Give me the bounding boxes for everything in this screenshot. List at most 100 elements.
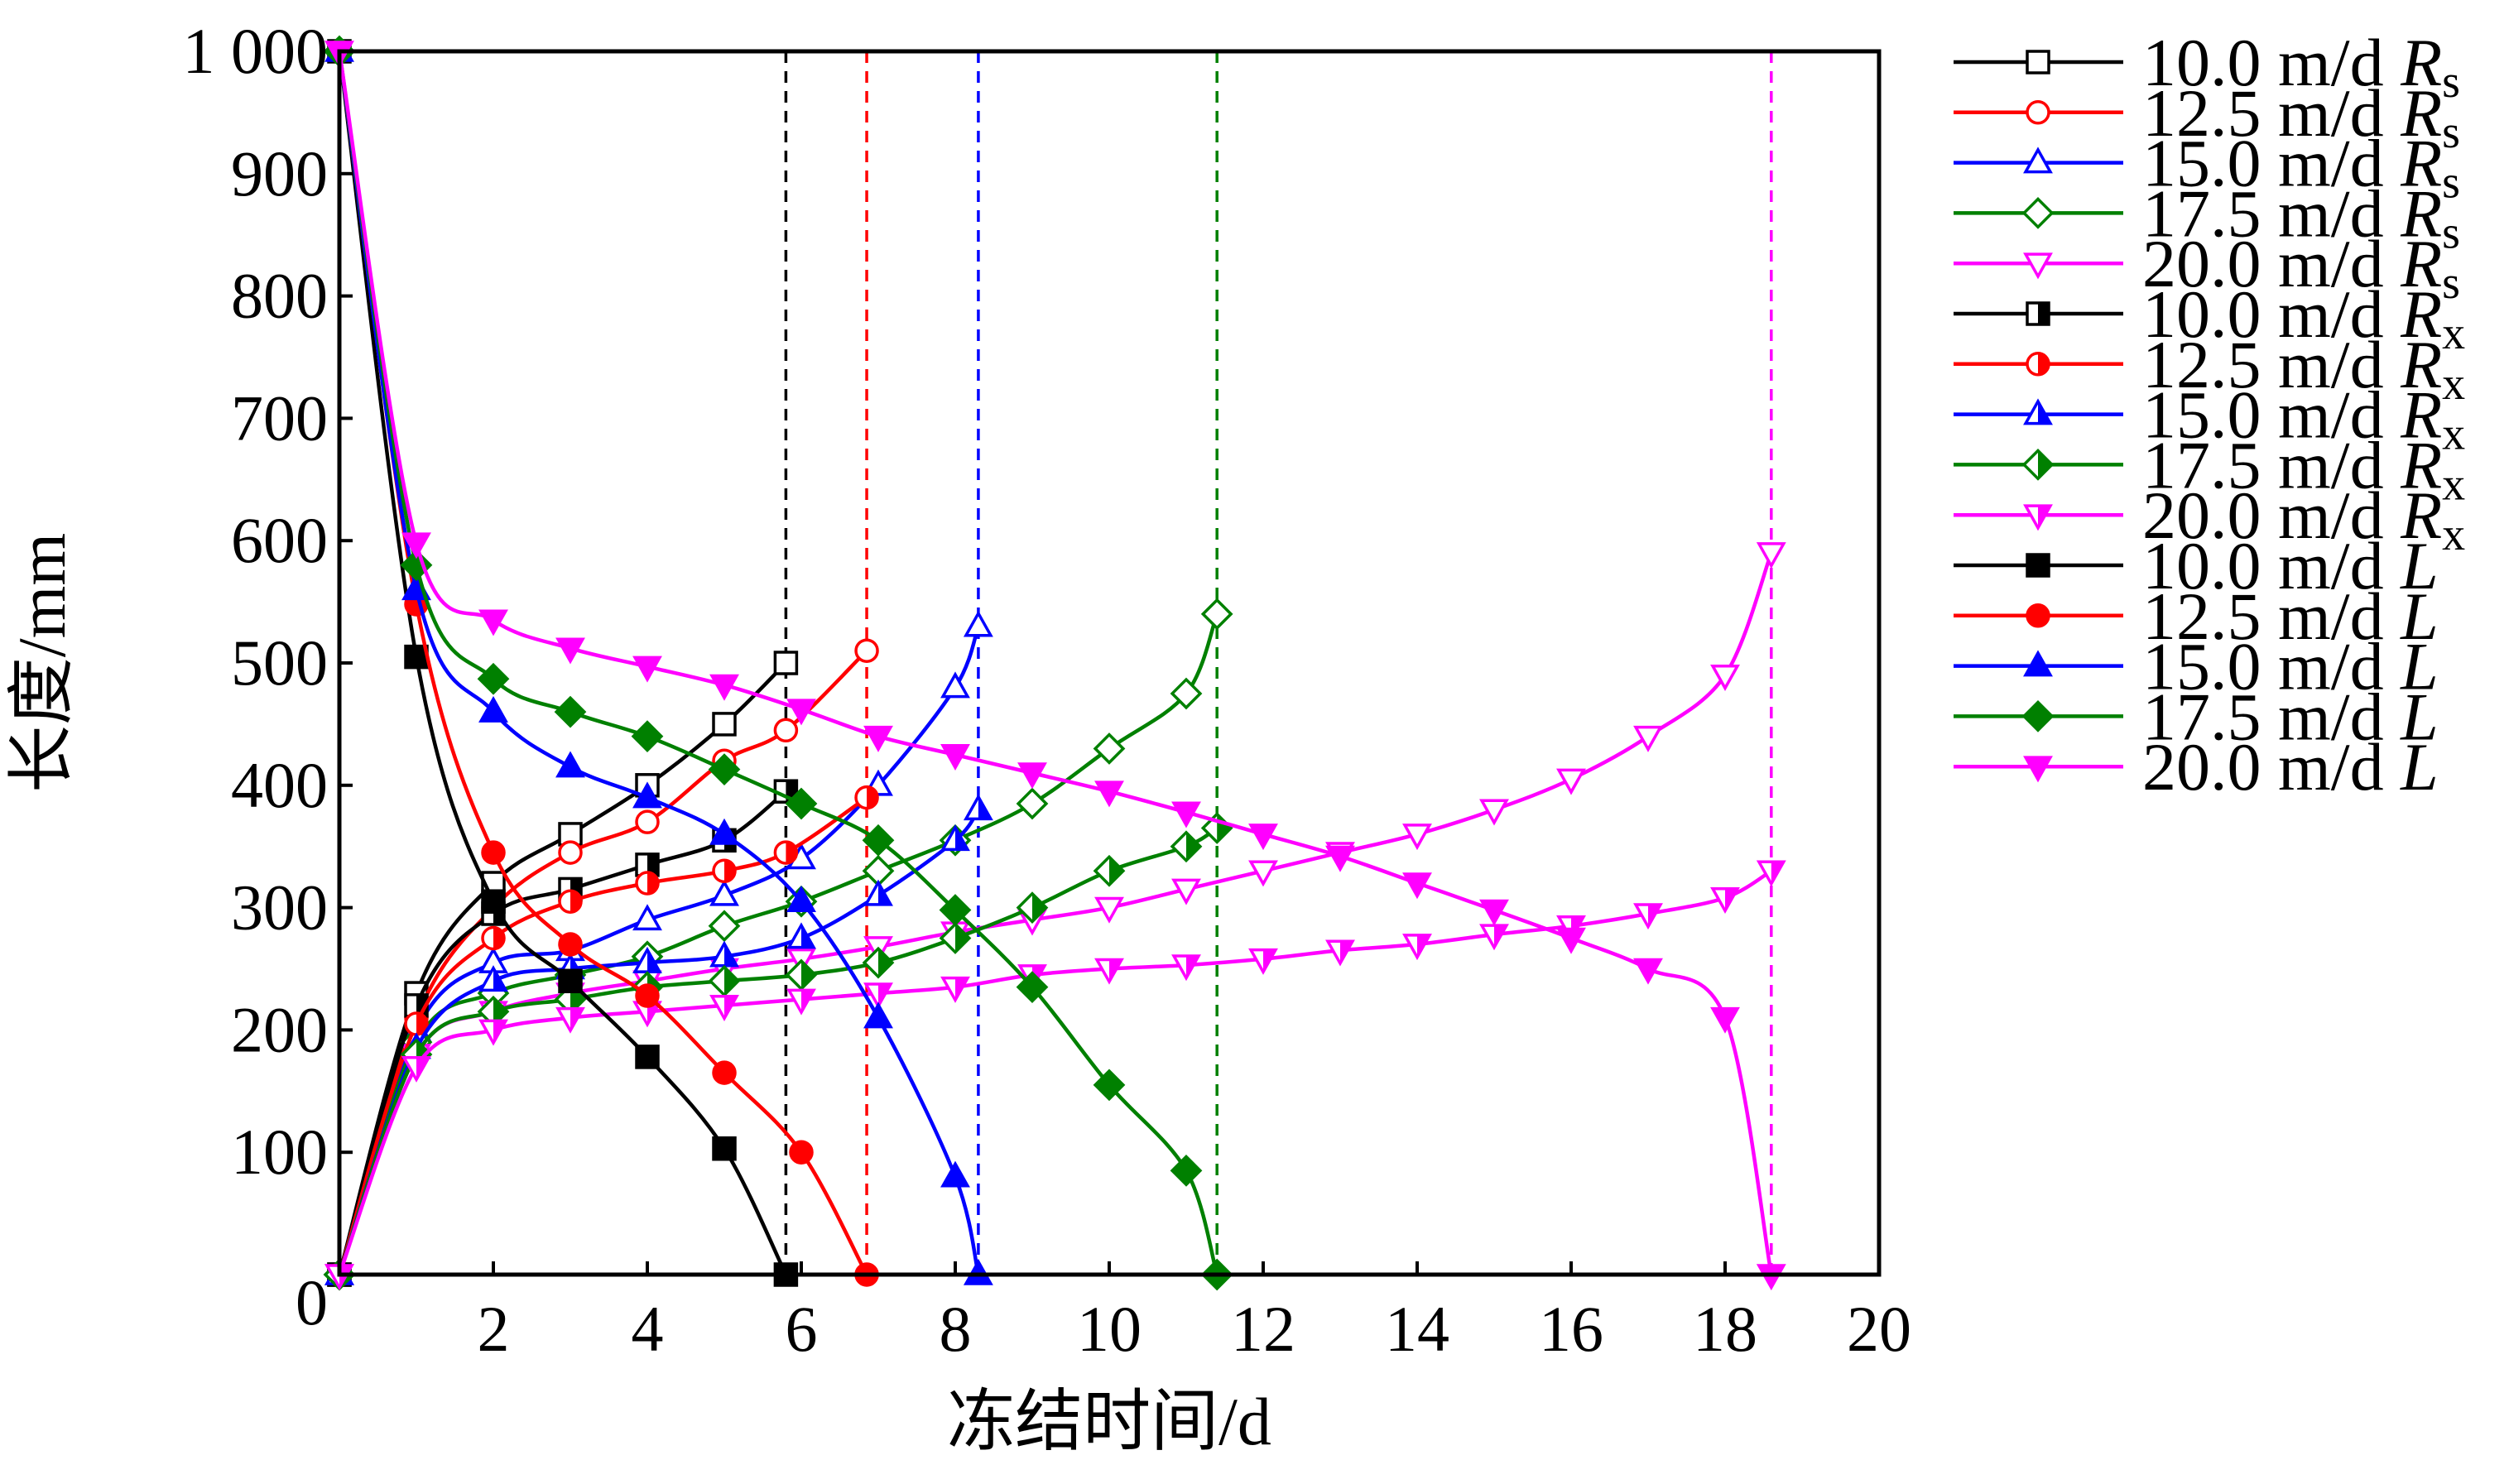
data-point-marker (1633, 903, 1663, 930)
data-point-marker (2026, 100, 2050, 125)
y-tick-label: 500 (231, 627, 328, 699)
legend-item: 17.5 m/d Rs (1954, 175, 2460, 258)
legend-item: 20.0 m/d Rx (1954, 478, 2465, 560)
data-point-marker (481, 925, 506, 951)
series-line (337, 826, 1218, 1275)
data-point-marker (863, 1001, 893, 1029)
data-point-marker (1633, 958, 1663, 985)
legend-label: 20.0 m/d Rs (2142, 226, 2460, 309)
data-point-marker (940, 976, 970, 1003)
data-point-marker (1756, 542, 1786, 569)
legend-item: 17.5 m/d L (1954, 679, 2439, 754)
data-point-marker (1093, 1069, 1126, 1102)
series-group (323, 35, 1786, 1291)
data-point-marker (786, 922, 816, 949)
data-point-marker (863, 725, 893, 752)
data-point-marker (963, 794, 993, 821)
data-point-marker (635, 871, 660, 896)
legend-label: 17.5 m/d Rs (2142, 175, 2460, 258)
legend-item: 17.5 m/d Rx (1954, 427, 2465, 510)
data-point-marker (400, 549, 433, 582)
data-point-marker (1171, 878, 1201, 905)
data-point-marker (940, 824, 970, 852)
series (324, 41, 1786, 1291)
y-tick-label: 300 (231, 872, 328, 944)
legend-label: 15.0 m/d Rs (2142, 126, 2460, 209)
data-point-marker (1402, 824, 1432, 851)
series (323, 35, 1233, 1291)
data-point-marker (554, 695, 587, 728)
data-point-marker (2026, 50, 2050, 74)
data-point-marker (631, 720, 664, 753)
data-point-marker (1170, 1154, 1203, 1187)
data-point-marker (1017, 762, 1047, 790)
legend-item: 10.0 m/d Rx (1954, 276, 2465, 359)
data-point-marker (709, 674, 739, 701)
data-point-marker (773, 840, 799, 865)
y-tick-label: 900 (231, 137, 328, 209)
data-point-marker (481, 840, 506, 865)
x-tick-label: 10 (1077, 1293, 1142, 1365)
data-point-marker (1402, 872, 1432, 900)
y-tick-label: 400 (231, 749, 328, 821)
data-point-marker (1325, 845, 1355, 872)
data-point-marker (555, 1006, 585, 1034)
data-point-marker (1016, 971, 1049, 1004)
legend-item: 12.5 m/d Rs (1954, 75, 2460, 158)
y-axis-title: 长度/mm (4, 533, 79, 793)
data-point-marker (854, 638, 879, 663)
y-tick-label: 700 (231, 382, 328, 454)
data-point-marker (558, 968, 583, 994)
x-tick-label: 16 (1539, 1293, 1603, 1365)
data-point-marker (632, 781, 662, 809)
data-point-marker (854, 785, 879, 810)
y-tick-label: 600 (231, 504, 328, 576)
data-point-marker (712, 858, 737, 884)
data-point-marker (404, 1011, 429, 1036)
data-point-marker (477, 662, 510, 695)
y-tick-label: 800 (231, 260, 328, 332)
data-point-marker (1016, 891, 1049, 924)
legend-label: 12.5 m/d L (2142, 579, 2439, 654)
x-tick-label: 8 (940, 1293, 972, 1365)
legend-item: 15.0 m/d Rx (1954, 377, 2465, 460)
legend-item: 12.5 m/d L (1954, 579, 2439, 654)
data-point-marker (863, 982, 893, 1010)
data-point-marker (940, 1160, 970, 1188)
data-point-marker (1325, 939, 1355, 967)
legend-label: 15.0 m/d Rx (2142, 377, 2465, 460)
data-point-marker (708, 964, 741, 997)
data-point-marker (478, 965, 508, 992)
legend-item: 12.5 m/d Rx (1954, 327, 2465, 410)
data-point-marker (555, 637, 585, 665)
data-point-marker (558, 840, 583, 865)
data-point-marker (1633, 725, 1663, 752)
data-point-marker (1248, 824, 1278, 851)
data-point-marker (478, 1019, 508, 1046)
legend-item: 20.0 m/d Rs (1954, 226, 2460, 309)
data-point-marker (2021, 449, 2055, 481)
data-point-marker (1016, 787, 1049, 820)
data-point-marker (1200, 598, 1233, 631)
data-point-marker (2026, 352, 2050, 377)
data-point-marker (709, 995, 739, 1022)
data-point-marker (1093, 854, 1126, 887)
y-tick-label: 1 000 (183, 15, 329, 87)
data-point-marker (2026, 553, 2050, 578)
x-tick-label: 18 (1693, 1293, 1757, 1365)
data-point-marker (558, 889, 583, 914)
data-point-marker (940, 744, 970, 771)
legend-item: 15.0 m/d Rs (1954, 126, 2460, 209)
data-point-marker (863, 879, 893, 906)
data-point-marker (2023, 504, 2053, 531)
data-point-marker (708, 910, 741, 943)
data-point-marker (2023, 146, 2053, 174)
data-point-marker (2023, 650, 2053, 677)
data-point-marker (1094, 896, 1124, 924)
legend-label: 10.0 m/d L (2142, 528, 2439, 603)
data-point-marker (635, 1045, 660, 1069)
data-point-marker (1710, 886, 1740, 914)
legend-item: 20.0 m/d L (1954, 729, 2439, 804)
